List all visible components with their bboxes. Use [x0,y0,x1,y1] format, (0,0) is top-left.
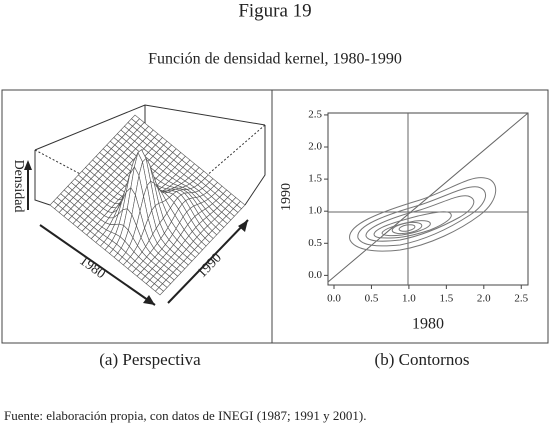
x-tick-label: 0.5 [365,293,379,305]
contour-line [373,211,452,239]
y-tick-label: 1.5 [308,173,322,185]
figure-label: Figura 19 [238,0,311,21]
z-axis-label: Densidad [11,160,26,213]
frame [1,89,549,344]
y-tick-label: 1.0 [308,205,322,217]
contour-line [349,177,497,252]
x-tick-label: 1.0 [402,293,416,305]
contour-line [365,195,475,242]
panel-caption: (b) Contornos [375,350,470,369]
panel-caption: (a) Perspectiva [99,350,201,369]
y-axis-label: 1990 [195,251,225,282]
contour-line [398,224,416,232]
y-tick-label: 0.5 [308,237,322,249]
contour-line [357,186,486,247]
y-tick-label: 2.0 [308,141,322,153]
box-edge [34,150,51,206]
figure-title: Función de densidad kernel, 1980-1990 [148,51,402,68]
arrowhead [24,160,32,170]
axis-arrow [167,219,249,304]
contour-plot: 0.0 0.5 1.0 1.5 2.0 2.5 0.0 0.5 1.0 1.5 2.0 2.5 [308,108,528,304]
x-tick-label: 2.0 [477,293,491,305]
box-edge [244,125,266,206]
y-tick-label: 2.5 [308,108,322,120]
box-edge [189,124,266,191]
x-tick-label: 2.5 [514,293,528,305]
x-axis-title: 1980 [412,316,444,333]
y-axis-title: 1990 [279,183,294,211]
surface [49,114,246,296]
contour-line [391,221,423,235]
source-note: Fuente: elaboración propia, con datos de… [4,408,366,423]
box-edge [34,104,266,151]
y-tick-label: 0.0 [308,269,322,281]
x-axis-label: 1980 [76,253,107,282]
surface-cell [154,287,164,296]
plot-frame [327,112,529,286]
perspective-plot [24,104,266,306]
axis-arrow [39,224,156,306]
x-tick-label: 0.0 [327,293,341,305]
x-tick-label: 1.5 [439,293,453,305]
arrowhead [143,295,155,305]
arrowhead [238,220,248,232]
